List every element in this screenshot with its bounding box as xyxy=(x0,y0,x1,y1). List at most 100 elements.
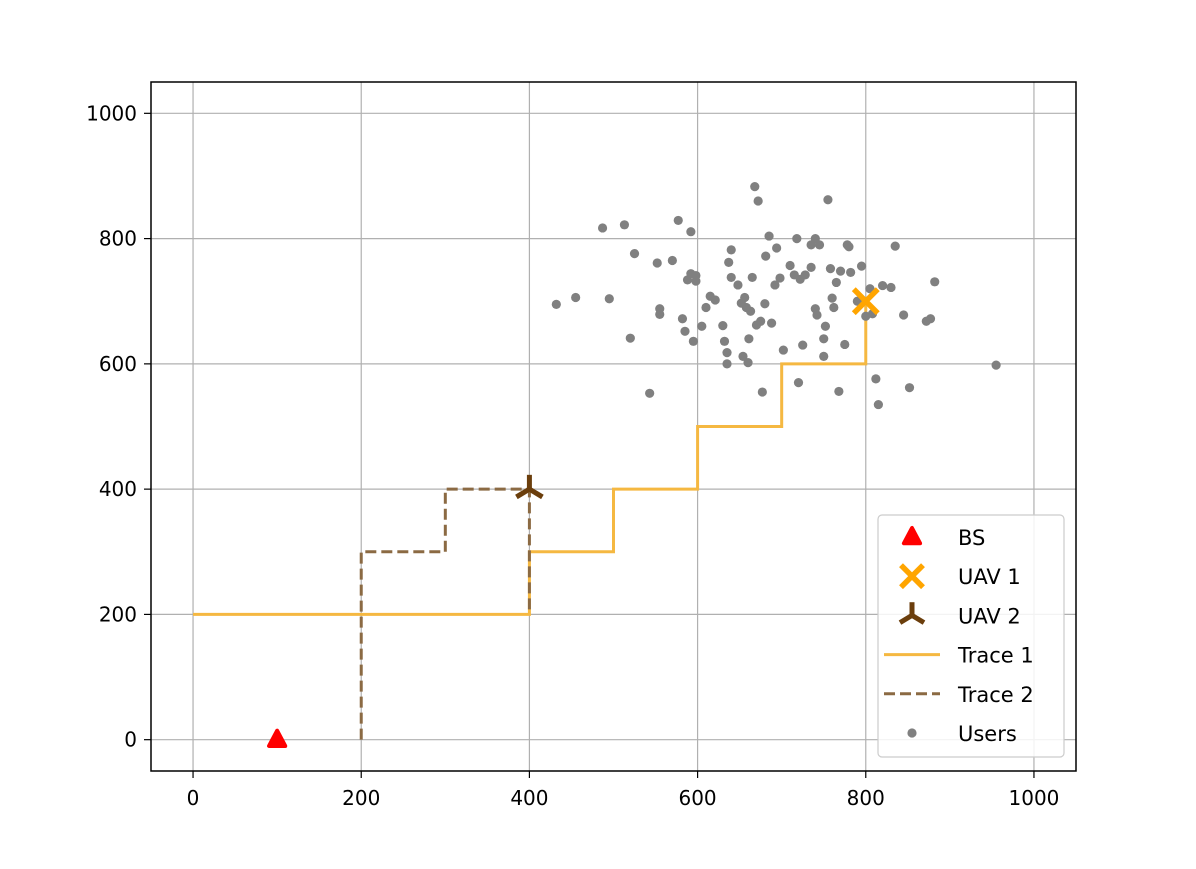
user-point xyxy=(677,314,688,324)
user-point xyxy=(831,277,841,288)
user-point xyxy=(740,292,750,303)
user-point xyxy=(835,266,846,276)
user-point xyxy=(856,261,867,271)
user-point xyxy=(770,280,780,290)
y-tick-label: 800 xyxy=(99,227,137,251)
legend-entry: Trace 1 xyxy=(884,644,1034,668)
y-tick-label: 1000 xyxy=(86,101,137,125)
user-point xyxy=(886,282,896,293)
user-point xyxy=(688,336,698,346)
user-point xyxy=(619,220,630,230)
user-point xyxy=(756,316,766,326)
uav-2-marker xyxy=(515,474,544,500)
user-point xyxy=(766,318,777,328)
tri-stroke xyxy=(515,486,531,500)
user-point xyxy=(667,255,677,266)
user-point xyxy=(871,374,881,384)
user-point xyxy=(747,272,757,283)
user-point xyxy=(823,195,833,205)
tri-stroke xyxy=(528,486,544,500)
user-point xyxy=(738,351,748,361)
bs-marker xyxy=(267,728,288,748)
tri-stroke xyxy=(910,613,926,625)
user-point xyxy=(726,272,736,283)
user-point xyxy=(792,233,802,244)
user-point xyxy=(844,242,854,252)
uav-1-marker xyxy=(851,287,880,316)
user-point xyxy=(691,270,701,281)
user-point xyxy=(761,251,771,261)
user-point xyxy=(680,326,690,336)
legend: BS UAV 1 UAV 2 Trace 1 Trace 2 Users xyxy=(877,514,1065,758)
x-tick-label: 400 xyxy=(510,786,548,810)
legend-label: Trace 2 xyxy=(957,683,1034,707)
tri-stroke xyxy=(898,613,914,625)
legend-label: UAV 1 xyxy=(958,565,1021,589)
user-point xyxy=(764,231,774,241)
user-point xyxy=(814,240,825,250)
user-point xyxy=(710,295,720,305)
user-point xyxy=(597,223,608,233)
plot-frame xyxy=(150,81,1077,772)
user-point xyxy=(686,227,696,237)
user-point xyxy=(806,262,816,273)
user-point xyxy=(829,302,839,313)
x-tick-label: 200 xyxy=(342,786,380,810)
y-tick-label: 0 xyxy=(124,728,137,752)
legend-box xyxy=(877,514,1065,758)
user-point xyxy=(652,258,662,268)
user-point xyxy=(722,359,732,369)
user-point xyxy=(819,351,829,361)
markers xyxy=(267,287,880,748)
user-point xyxy=(645,388,655,398)
user-point xyxy=(775,273,785,283)
user-point xyxy=(753,196,763,206)
user-point xyxy=(551,299,561,309)
user-point xyxy=(655,304,665,314)
x-tick-label: 600 xyxy=(678,786,716,810)
legend-label: Trace 1 xyxy=(957,644,1034,668)
x-tick-label: 0 xyxy=(187,786,200,810)
user-point xyxy=(800,270,810,280)
user-point xyxy=(820,321,831,331)
user-point xyxy=(834,386,844,397)
y-tick-label: 400 xyxy=(99,477,137,501)
user-point xyxy=(904,383,915,393)
user-point xyxy=(750,182,760,192)
user-point xyxy=(757,387,767,397)
user-point xyxy=(785,260,795,271)
user-point xyxy=(827,293,837,303)
y-tick-label: 200 xyxy=(99,602,137,626)
users-scatter xyxy=(551,182,1001,410)
x-stroke xyxy=(899,563,925,590)
legend-entry: BS xyxy=(901,526,985,550)
legend-entry: Users xyxy=(907,722,1017,746)
legend-bs-marker xyxy=(901,526,923,546)
user-point xyxy=(991,360,1001,370)
user-point xyxy=(625,333,635,343)
user-point xyxy=(697,321,707,331)
legend-label: BS xyxy=(958,526,985,550)
user-point xyxy=(718,321,728,331)
user-point xyxy=(629,249,640,259)
legend-uav-2-marker xyxy=(898,602,926,625)
user-point xyxy=(722,347,732,358)
user-point xyxy=(745,306,756,316)
user-point xyxy=(760,299,770,309)
user-point xyxy=(743,358,753,368)
traces xyxy=(193,301,868,740)
legend-users-marker xyxy=(907,728,917,738)
axis-ticks: 0 200 400 600 800 1000 0 200 400 600 800 1000 xyxy=(86,101,1059,810)
x-stroke xyxy=(851,287,880,316)
user-point xyxy=(724,257,734,267)
legend-entry: UAV 1 xyxy=(899,563,1021,590)
trace-2-line xyxy=(359,487,531,740)
legend-entry: UAV 2 xyxy=(898,602,1021,628)
x-tick-label: 1000 xyxy=(1009,786,1060,810)
user-point xyxy=(778,345,788,355)
user-point xyxy=(812,310,822,320)
user-point xyxy=(890,241,900,251)
user-point xyxy=(701,302,711,313)
user-point xyxy=(877,280,888,291)
